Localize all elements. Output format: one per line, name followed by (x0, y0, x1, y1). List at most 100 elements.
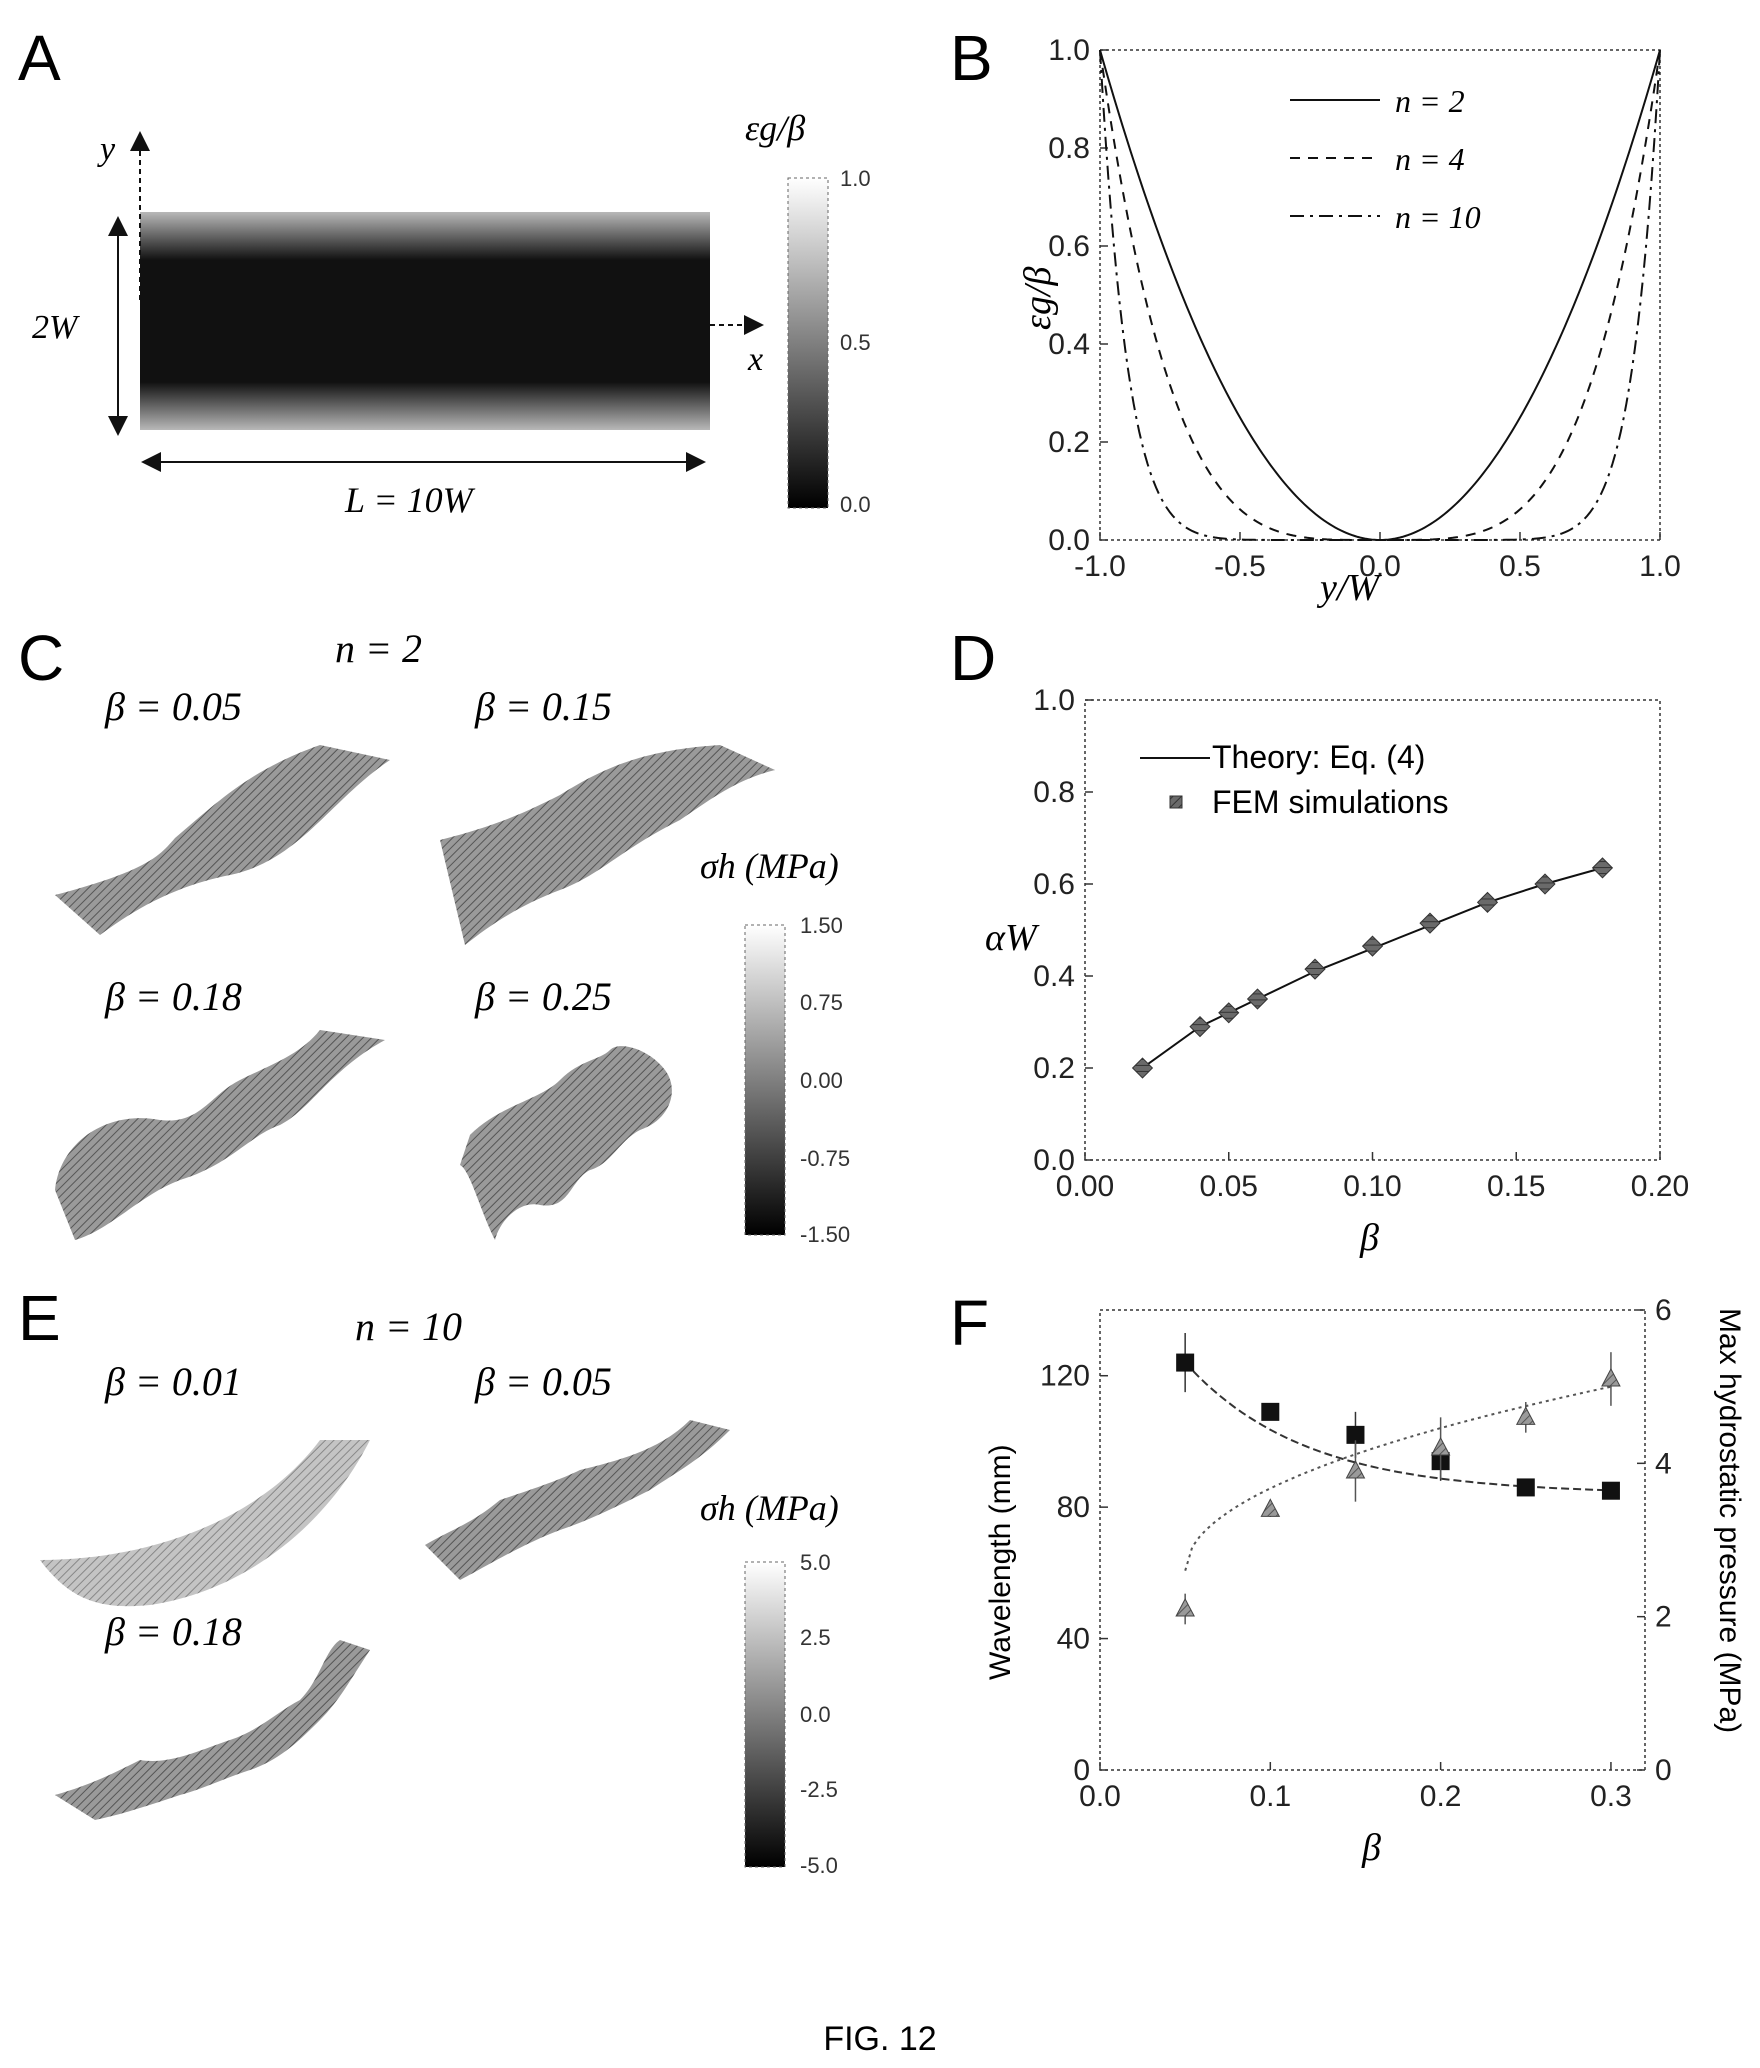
x-tick-label: 0.3 (1590, 1780, 1632, 1813)
fem-marker (1131, 1057, 1154, 1079)
panel-a-label: A (18, 22, 61, 94)
plot-b-ticks: -1.0 -0.5 0.0 0.5 1.0 0.0 0.2 0.4 0.6 0.8 1.0 (1048, 34, 1681, 583)
panel-d-label: D (950, 622, 996, 694)
x-tick-label: 0.10 (1343, 1170, 1401, 1203)
panel-d: D 0.00 0.05 0.10 0.15 0.20 0.0 0.2 0.4 0.6 0.8 1.0… (950, 622, 1689, 1259)
legend-label-fem: FEM simulations (1212, 784, 1449, 820)
subplot-c2-label: β = 0.15 (474, 684, 612, 729)
wavelength-fit-line (1184, 1361, 1611, 1492)
legend-label-n10: n = 10 (1395, 199, 1481, 235)
series-line-n4 (1099, 49, 1661, 541)
subplot-c1-label: β = 0.05 (104, 684, 242, 729)
series-line-n10 (1099, 49, 1661, 541)
wavelength-marker (1601, 1481, 1620, 1500)
x-tick-label: 0.5 (1499, 550, 1541, 583)
plot-b-lines (1099, 49, 1661, 541)
legend-label-n2: n = 2 (1395, 83, 1465, 119)
x-tick-label: -0.5 (1214, 550, 1266, 583)
x-tick-label: 0.0 (1359, 550, 1401, 583)
series-line-n2 (1099, 49, 1661, 541)
pressure-marker (1601, 1367, 1621, 1387)
shape-beta-0.05 (55, 745, 390, 935)
figure-caption: FIG. 12 (823, 2020, 936, 2058)
panel-c-label: C (18, 622, 64, 694)
panel-f: F 0.0 0.1 0.2 0.3 0 40 80 120 0 2 4 6 β Wavelength … (950, 1287, 1746, 1869)
y-tick-label: 0.4 (1033, 960, 1075, 993)
plot-d-legend: Theory: Eq. (4) FEM simulations (1140, 739, 1449, 820)
y-left-tick-label: 120 (1040, 1360, 1090, 1393)
x-tick-label: 0.00 (1056, 1170, 1114, 1203)
panel-e-header: n = 10 (355, 1304, 462, 1349)
y-left-tick-label: 80 (1057, 1491, 1090, 1524)
fem-marker (1534, 873, 1556, 895)
colorbar-e-tick: 0.0 (800, 1702, 831, 1727)
panel-f-label: F (950, 1287, 989, 1359)
plot-d-ticks: 0.00 0.05 0.10 0.15 0.20 0.0 0.2 0.4 0.6 0.8 1.0 (1033, 684, 1689, 1203)
colorbar-c-title: σh (MPa) (700, 846, 839, 886)
wavelength-marker (1176, 1353, 1195, 1372)
shape-beta-0.15 (440, 745, 775, 945)
x-tick-label: 0.15 (1487, 1170, 1545, 1203)
fem-marker (1476, 891, 1499, 914)
fem-marker (1304, 958, 1326, 980)
pressure-marker (1515, 1406, 1536, 1425)
x-tick-label: 0.20 (1631, 1170, 1689, 1203)
colorbar-c-tick: 0.00 (800, 1068, 843, 1093)
legend-label-theory: Theory: Eq. (4) (1212, 739, 1425, 775)
fem-marker (1591, 857, 1614, 879)
colorbar-a-tick: 0.5 (840, 330, 871, 355)
y-tick-label: 0.0 (1048, 524, 1090, 557)
pressure-marker (1260, 1498, 1281, 1517)
pressure-fit-line (1184, 1385, 1612, 1571)
subplot-c3-label: β = 0.18 (104, 974, 242, 1019)
colorbar-e-tick: -2.5 (800, 1777, 838, 1802)
plot-f-frame (1099, 1309, 1646, 1771)
wavelength-marker (1261, 1402, 1280, 1421)
plot-d-xlabel: β (1359, 1217, 1379, 1259)
shape-beta-0.25 (460, 1046, 672, 1240)
subplot-e2-label: β = 0.05 (474, 1359, 612, 1404)
y-tick-label: 0.0 (1033, 1144, 1075, 1177)
fem-marker (1419, 912, 1441, 934)
legend-label-n4: n = 4 (1395, 141, 1465, 177)
panel-c: C n = 2 β = 0.05 β = 0.15 β = 0.18 β = 0… (18, 622, 850, 1247)
colorbar-e-title: σh (MPa) (700, 1488, 839, 1528)
colorbar-c (744, 924, 786, 1236)
wavelength-marker (1516, 1478, 1535, 1497)
fem-marker (1246, 988, 1269, 1010)
plot-f-ylabel-left: Wavelength (mm) (984, 1444, 1017, 1680)
colorbar-c-tick: -1.50 (800, 1222, 850, 1247)
strip-rectangle (140, 212, 710, 430)
theory-line (1141, 866, 1603, 1069)
y-right-tick-label: 2 (1655, 1601, 1672, 1634)
y-left-tick-label: 0 (1073, 1754, 1090, 1787)
plot-b-xlabel: y/W (1316, 567, 1382, 609)
colorbar-e (744, 1561, 786, 1868)
y-tick-label: 1.0 (1048, 34, 1090, 67)
colorbar-c-tick: 0.75 (800, 990, 843, 1015)
x-tick-label: 1.0 (1639, 550, 1681, 583)
y-tick-label: 0.8 (1033, 776, 1075, 809)
x-axis-label: x (747, 341, 763, 378)
panel-b-label: B (950, 22, 993, 94)
y-tick-label: 0.2 (1048, 426, 1090, 459)
y-tick-label: 0.6 (1033, 868, 1075, 901)
panel-a: A y x 2W L = 10W εg/β 1.0 0.5 0.0 (18, 22, 871, 520)
fem-marker (1361, 935, 1384, 957)
length-label: L = 10W (344, 480, 476, 520)
plot-f-ylabel-right: Max hydrostatic pressure (MPa) (1713, 1308, 1746, 1733)
legend-marker-fem (1169, 795, 1183, 809)
y-axis-label: y (97, 131, 116, 168)
y-tick-label: 1.0 (1033, 684, 1075, 717)
plot-b-ylabel: εg/β (1017, 266, 1059, 330)
plot-d-data (1131, 857, 1614, 1079)
plot-d-ylabel: αW (985, 917, 1040, 959)
wavelength-marker (1346, 1425, 1365, 1444)
width-label: 2W (32, 309, 80, 346)
pressure-marker (1175, 1597, 1195, 1617)
colorbar-c-tick: 1.50 (800, 913, 843, 938)
x-tick-label: 0.2 (1420, 1780, 1462, 1813)
colorbar-a (787, 177, 829, 509)
panel-e-label: E (18, 1282, 61, 1354)
